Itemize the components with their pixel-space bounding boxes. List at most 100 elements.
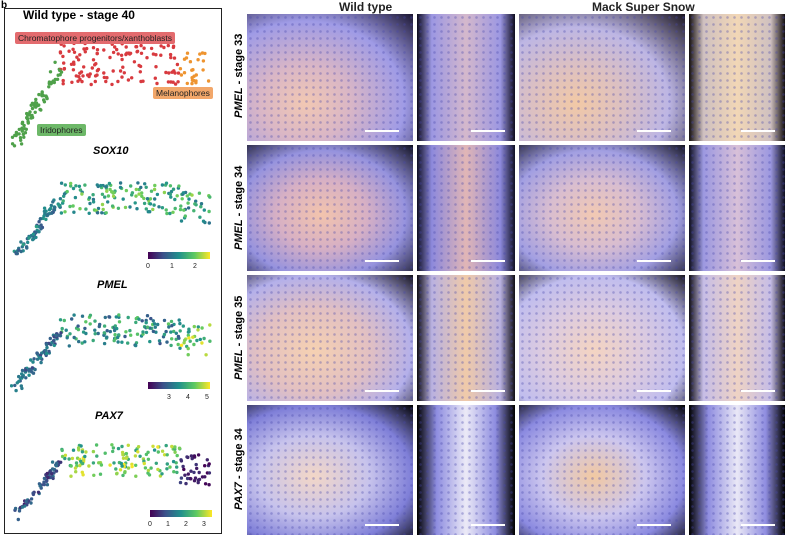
cluster-dot bbox=[110, 82, 114, 87]
cluster-dot bbox=[167, 71, 171, 75]
cluster-dot bbox=[83, 50, 88, 54]
expression-dot bbox=[79, 459, 83, 463]
expression-dot bbox=[164, 181, 169, 185]
expression-dot bbox=[179, 476, 184, 480]
umap-title: Wild type - stage 40 bbox=[23, 8, 135, 22]
expression-dot bbox=[158, 341, 162, 346]
expression-dot bbox=[59, 181, 64, 185]
expression-dot bbox=[178, 480, 183, 485]
expression-dot bbox=[198, 337, 202, 342]
cluster-dot bbox=[37, 92, 41, 97]
colorbar-pax7 bbox=[150, 510, 212, 517]
cluster-dot bbox=[162, 45, 166, 50]
expression-dot bbox=[152, 322, 157, 326]
expression-dot bbox=[91, 449, 96, 454]
expression-dot bbox=[51, 200, 55, 204]
expression-dot bbox=[117, 320, 122, 324]
expression-dot bbox=[44, 348, 48, 353]
expression-dot bbox=[137, 192, 141, 196]
expression-dot bbox=[207, 209, 211, 214]
expression-dot bbox=[24, 376, 28, 380]
cluster-dot bbox=[53, 60, 57, 64]
expression-dot bbox=[118, 185, 123, 190]
pigment-texture bbox=[417, 275, 515, 401]
expression-dot bbox=[63, 456, 67, 461]
expression-dot bbox=[183, 338, 187, 342]
expression-dot bbox=[172, 329, 176, 334]
expression-dot bbox=[136, 445, 141, 449]
expression-dot bbox=[29, 497, 34, 501]
expression-dot bbox=[44, 217, 48, 222]
pigment-texture bbox=[417, 145, 515, 271]
expression-dot bbox=[88, 322, 92, 326]
cluster-dot bbox=[194, 81, 198, 85]
cluster-dot bbox=[72, 50, 77, 54]
wild-type-lateral-photo bbox=[247, 14, 413, 141]
expression-dot bbox=[202, 208, 206, 212]
cluster-dot bbox=[124, 52, 128, 57]
expression-dot bbox=[164, 443, 168, 448]
expression-dot bbox=[55, 461, 59, 465]
cluster-dot bbox=[188, 60, 193, 64]
expression-dot bbox=[45, 471, 49, 476]
cluster-dot bbox=[25, 116, 29, 120]
expression-dot bbox=[198, 215, 202, 219]
expression-dot bbox=[139, 185, 143, 190]
expression-dot bbox=[142, 461, 146, 466]
expression-dot bbox=[58, 318, 63, 322]
expression-dot bbox=[175, 470, 179, 475]
expression-dot bbox=[20, 375, 25, 379]
expression-dot bbox=[146, 468, 151, 473]
expression-dot bbox=[44, 479, 49, 483]
expression-dot bbox=[83, 454, 87, 459]
expression-dot bbox=[62, 318, 66, 323]
cluster-dot bbox=[47, 81, 51, 86]
expression-dot bbox=[186, 472, 190, 476]
expression-dot bbox=[42, 476, 47, 481]
cluster-dot bbox=[30, 101, 35, 106]
expression-dot bbox=[31, 232, 36, 236]
expression-dot bbox=[73, 195, 78, 200]
cluster-dot bbox=[90, 66, 95, 70]
expression-dot bbox=[31, 237, 35, 242]
cluster-dot bbox=[86, 73, 90, 77]
expression-dot bbox=[183, 214, 187, 218]
pigment-texture bbox=[519, 145, 685, 271]
cluster-dot bbox=[190, 76, 194, 80]
umap-pax7-plot bbox=[13, 443, 212, 522]
expression-dot bbox=[53, 205, 57, 210]
mack-super-snow-lateral-photo bbox=[519, 275, 685, 401]
expression-dot bbox=[156, 322, 160, 327]
expression-dot bbox=[16, 517, 20, 522]
expression-dot bbox=[178, 346, 182, 350]
expression-dot bbox=[170, 324, 174, 328]
cluster-dot bbox=[62, 44, 66, 48]
expression-dot bbox=[105, 189, 109, 193]
cluster-dot bbox=[172, 56, 177, 60]
expression-dot bbox=[116, 206, 121, 210]
expression-dot bbox=[160, 449, 165, 453]
expression-dot bbox=[42, 480, 46, 484]
expression-dot bbox=[187, 197, 191, 201]
cbar-tick: 0 bbox=[148, 521, 152, 528]
expression-dot bbox=[147, 473, 152, 477]
cluster-dot bbox=[116, 52, 120, 56]
expression-dot bbox=[107, 315, 111, 319]
expression-dot bbox=[17, 379, 21, 383]
expression-dot bbox=[145, 325, 150, 329]
pigment-texture bbox=[247, 14, 413, 141]
cluster-dot bbox=[118, 69, 123, 73]
cluster-dot bbox=[58, 68, 62, 73]
expression-dot bbox=[136, 450, 140, 454]
cbar-tick: 1 bbox=[166, 521, 170, 528]
expression-dot bbox=[160, 183, 165, 187]
expression-dot bbox=[192, 342, 196, 347]
expression-dot bbox=[191, 335, 195, 339]
cluster-dot bbox=[26, 121, 30, 125]
expression-dot bbox=[123, 205, 128, 210]
expression-dot bbox=[93, 332, 97, 336]
expression-dot bbox=[181, 324, 185, 328]
expression-dot bbox=[92, 473, 96, 477]
expression-dot bbox=[192, 209, 196, 213]
cluster-dot bbox=[198, 52, 202, 56]
